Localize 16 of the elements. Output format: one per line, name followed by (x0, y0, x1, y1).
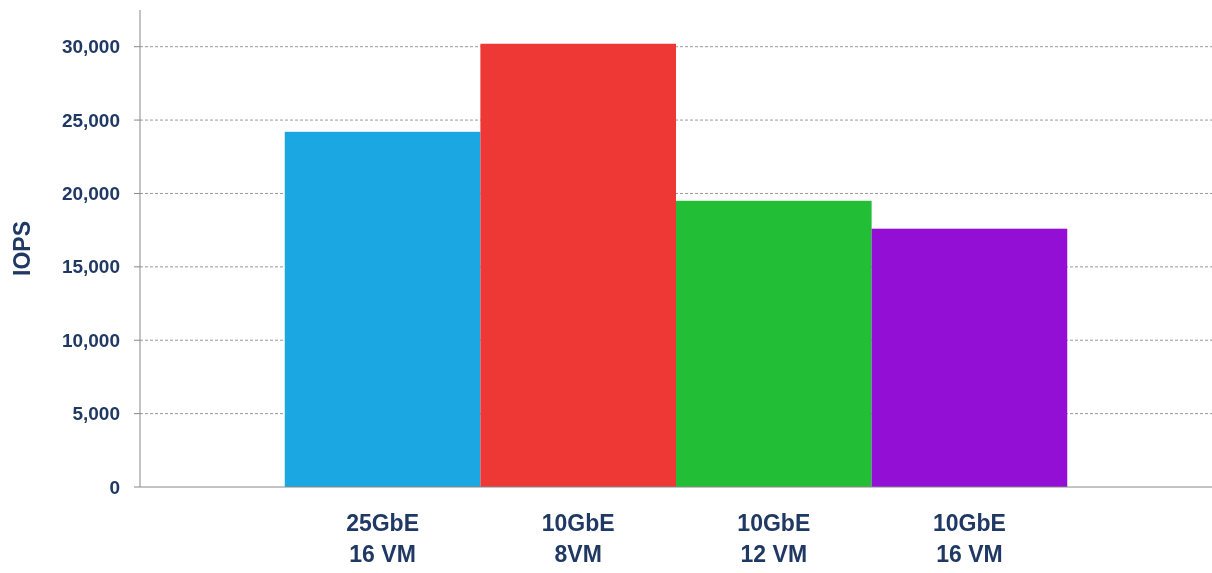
y-axis-title: IOPS (9, 221, 35, 276)
y-tick-label: 10,000 (61, 329, 120, 351)
y-tick-label: 15,000 (61, 256, 120, 278)
x-tick-label: 10GbE 8VM (541, 510, 615, 567)
x-tick-label: 25GbE 16 VM (346, 510, 420, 567)
y-tick-label: 5,000 (72, 403, 120, 425)
y-tick-label: 20,000 (61, 183, 120, 205)
bar (676, 200, 872, 487)
y-tick-label: 30,000 (61, 36, 120, 58)
x-tick-label: 10GbE 12 VM (737, 510, 811, 567)
y-tick-label: 0 (109, 476, 120, 498)
bar (284, 131, 481, 487)
bar (480, 43, 676, 487)
x-tick-label: 10GbE 16 VM (932, 510, 1006, 567)
bar (871, 228, 1068, 487)
y-tick-label: 25,000 (61, 109, 120, 131)
